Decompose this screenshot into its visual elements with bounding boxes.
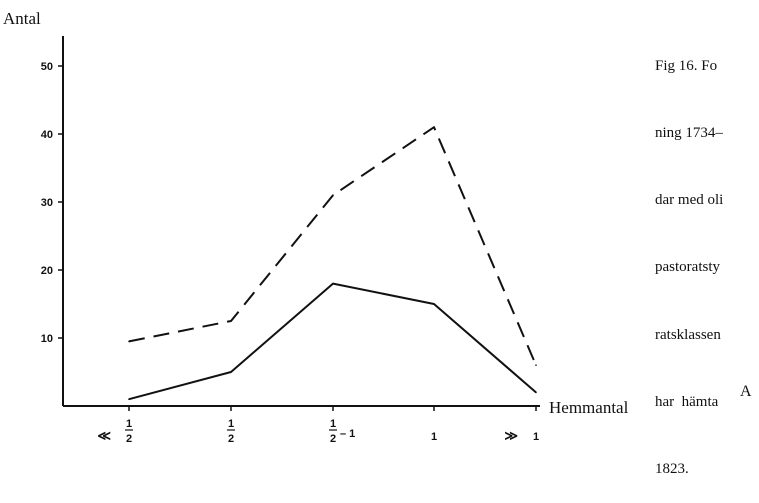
data-point — [535, 391, 537, 394]
x-tick-suffix: – 1 — [340, 428, 355, 440]
y-tick-label: 40 — [41, 129, 53, 141]
data-point — [128, 398, 130, 401]
chart: Antal Hemmantal 10 20 30 40 50 ≪ 1 2 1 2 1 2 – 1 1 ≫ 1 — [3, 9, 629, 445]
caption-line: ratsklassen — [655, 326, 721, 343]
caption-line: har hämta — [655, 393, 719, 410]
x-tick-denominator: 2 — [126, 433, 132, 445]
x-tick-label: 1 — [533, 431, 539, 443]
y-tick-label: 10 — [41, 333, 53, 345]
x-axis-title: Hemmantal — [549, 398, 629, 417]
data-point — [128, 340, 130, 343]
caption-line: pastoratsty — [655, 259, 720, 276]
y-tick-label: 50 — [41, 61, 53, 73]
x-tick-numerator: 1 — [228, 418, 234, 430]
caption-line: ning 1734– — [655, 125, 723, 142]
data-point — [535, 364, 537, 367]
x-tick-prefix: ≫ — [504, 428, 518, 443]
caption-line: Fig 16. Fo — [655, 57, 718, 74]
x-tick-numerator: 1 — [330, 418, 336, 430]
solid-series-line — [128, 282, 537, 401]
data-point — [332, 194, 334, 196]
data-point — [433, 303, 435, 305]
caption-line: 1823. — [655, 461, 689, 478]
figure-caption: Fig 16. Fo ning 1734– dar med oli pastor… — [655, 10, 759, 503]
x-tick-denominator: 2 — [228, 433, 234, 445]
x-tick-prefix: ≪ — [97, 428, 111, 443]
x-tick-numerator: 1 — [126, 418, 132, 430]
data-point — [433, 126, 435, 128]
data-point — [332, 282, 334, 285]
x-tick-denominator: 2 — [330, 433, 336, 445]
caption-line: dar med oli — [655, 192, 724, 209]
y-axis-title: Antal — [3, 9, 41, 28]
corner-letter: A — [740, 383, 752, 400]
data-point — [230, 320, 232, 322]
dashed-series-line — [128, 126, 537, 366]
y-tick-label: 30 — [41, 197, 53, 209]
data-point — [230, 371, 232, 373]
y-tick-label: 20 — [41, 265, 53, 277]
x-tick-label: 1 — [431, 431, 437, 443]
